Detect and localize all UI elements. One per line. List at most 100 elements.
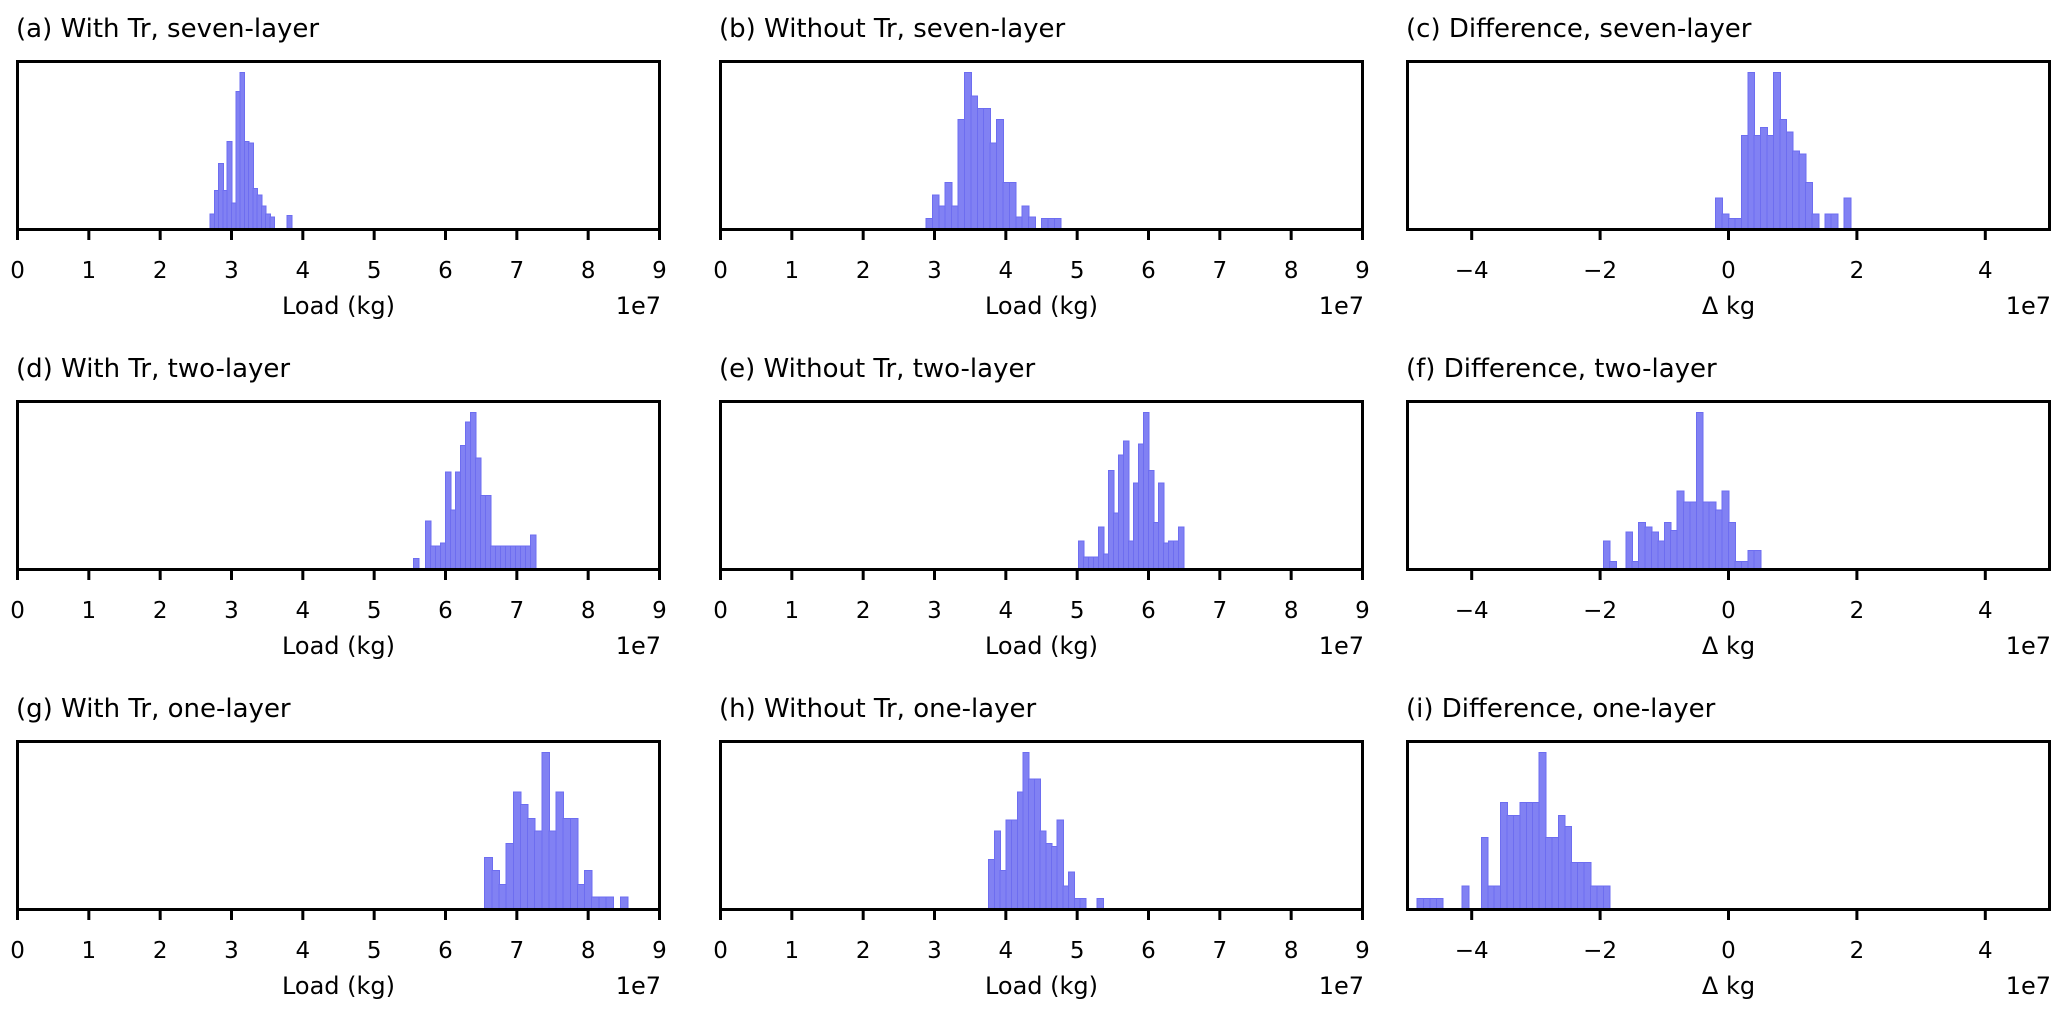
histogram-bar [1015,216,1024,231]
plot-box [719,740,1364,911]
plot-box [719,400,1364,571]
histogram-bar [931,194,940,231]
tick-label: 0 [1721,598,1736,624]
histogram-bar [1650,531,1659,571]
histogram-bar [1028,216,1036,231]
plot-box [16,60,661,231]
histogram-bar [1670,529,1679,570]
histogram-bar [569,817,579,910]
histogram-bar [1689,501,1698,570]
tick-label: 8 [581,598,596,624]
histogram-bar [1033,778,1041,910]
tick-label: 3 [224,598,239,624]
histogram-bar [534,830,543,910]
histogram-bar [1663,521,1672,570]
histogram-plot: 0 1 2 3 4 5 6 7 8 9 [10,740,667,964]
histogram-bar [1493,885,1502,910]
tick-label: 9 [1355,258,1370,284]
histogram-bar [1638,521,1646,570]
tick-label: −2 [1583,258,1617,284]
x-axis-label: Load (kg) [984,632,1099,660]
histogram-bar [1695,412,1704,570]
histogram-bars [1416,752,1611,911]
histogram-bar [527,817,536,910]
histogram-plot: −4 −2 0 2 4 [1406,400,2051,624]
panel-i: (i) Difference, one-layer −4 −2 0 2 4 Δ kg 1… [1378,680,2067,1020]
histogram-bar [1570,861,1579,910]
histogram-bar [1708,501,1717,570]
x-axis-ticks: 0 1 2 3 4 5 6 7 8 9 [10,231,667,284]
tick-label: 9 [652,938,667,964]
panel-title: (f) Difference, two-layer [1406,354,1717,384]
panel-title: (c) Difference, seven-layer [1406,14,1752,44]
histogram-bar [1785,131,1794,230]
x-axis-label: Δ kg [1701,972,1756,1000]
histogram-bar [505,843,515,910]
histogram-bars [1078,412,1185,571]
histogram-bar [598,896,607,911]
histogram-bar [1830,213,1839,231]
histogram-bar [541,752,550,910]
histogram-bar [951,205,959,230]
histogram-bar [1016,791,1024,910]
tick-label: 2 [1850,258,1865,284]
tick-label: 2 [856,258,871,284]
histogram-bar [957,119,966,230]
histogram-bar [1423,898,1431,910]
histogram-bars [412,412,537,571]
histogram-bar [1753,134,1762,230]
histogram-bar [1041,218,1049,230]
plot-box [16,740,661,911]
axis-offset-text: 1e7 [615,632,661,660]
axis-offset-text: 1e7 [2005,292,2051,320]
histogram-bar [983,108,992,230]
tick-label: 3 [927,938,942,964]
tick-label: 9 [652,258,667,284]
tick-label: 4 [1978,258,1993,284]
histogram-plot: −4 −2 0 2 4 [1406,60,2051,284]
x-axis-label: Δ kg [1701,632,1756,660]
histogram-bar [1047,218,1056,230]
histogram-bar [605,896,615,911]
tick-label: 4 [999,258,1014,284]
histogram-bar [1589,885,1598,910]
panel-b: (b) Without Tr, seven-layer 0 1 2 3 4 5 6 7 8 9 L… [689,0,1378,340]
histogram-plot: 0 1 2 3 4 5 6 7 8 9 [10,60,667,284]
histogram-plot: 0 1 2 3 4 5 6 7 8 9 [10,400,667,624]
tick-label: 4 [296,938,311,964]
x-axis-label: Load (kg) [281,972,396,1000]
histogram-bar [1772,72,1781,230]
x-axis-ticks: −4 −2 0 2 4 [1455,231,1993,284]
tick-label: 5 [1070,258,1085,284]
tick-label: 0 [713,938,728,964]
tick-label: 0 [1721,258,1736,284]
tick-label: 4 [1978,598,1993,624]
histogram-bar [1525,802,1534,911]
histogram-bar [1519,802,1528,911]
x-axis-ticks: −4 −2 0 2 4 [1455,911,1993,964]
histogram-bar [1435,898,1444,910]
histogram-bar [1625,531,1634,571]
histogram-bar [1039,830,1047,910]
panel-g: (g) With Tr, one-layer 0 1 2 3 4 5 6 7 8 9 Load (… [0,680,689,1020]
tick-label: 4 [999,598,1014,624]
plot-box [1406,60,2051,231]
x-axis-label: Δ kg [1701,292,1756,320]
histogram-bar [1740,134,1749,230]
tick-label: 0 [1721,938,1736,964]
histogram-bar [1721,213,1730,231]
histogram-bar [512,791,522,910]
histogram-bars [925,72,1062,231]
plot-box [1406,740,2051,911]
tick-label: 9 [1355,938,1370,964]
histogram-bar [1416,898,1425,910]
histogram-bar [1551,836,1560,910]
histogram-bar [989,142,998,230]
histogram-bar [1056,819,1064,910]
tick-label: 2 [153,938,168,964]
histogram-bar [1002,181,1011,230]
plot-box [16,400,661,571]
axis-offset-text: 1e7 [1318,972,1364,1000]
axis-offset-text: 1e7 [615,292,661,320]
x-axis-ticks: 0 1 2 3 4 5 6 7 8 9 [10,911,667,964]
